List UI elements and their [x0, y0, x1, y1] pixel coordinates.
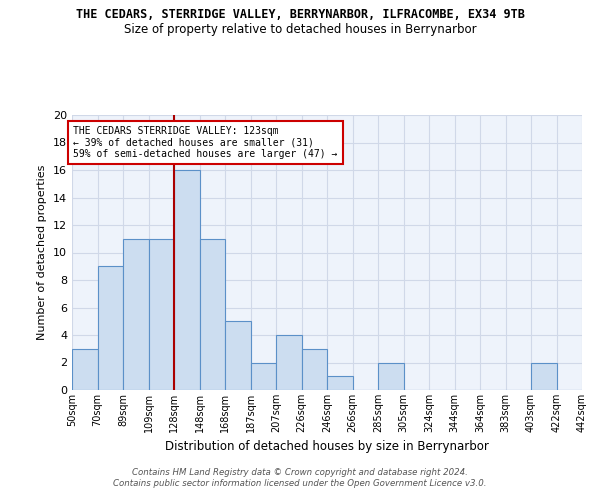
- Y-axis label: Number of detached properties: Number of detached properties: [37, 165, 47, 340]
- Bar: [251, 362, 276, 390]
- Bar: [276, 335, 302, 390]
- Text: Size of property relative to detached houses in Berrynarbor: Size of property relative to detached ho…: [124, 22, 476, 36]
- Bar: [97, 266, 123, 390]
- Bar: [123, 239, 149, 390]
- Bar: [199, 239, 225, 390]
- Text: Contains HM Land Registry data © Crown copyright and database right 2024.
Contai: Contains HM Land Registry data © Crown c…: [113, 468, 487, 487]
- Bar: [225, 322, 251, 390]
- Text: THE CEDARS, STERRIDGE VALLEY, BERRYNARBOR, ILFRACOMBE, EX34 9TB: THE CEDARS, STERRIDGE VALLEY, BERRYNARBO…: [76, 8, 524, 20]
- Bar: [149, 239, 174, 390]
- X-axis label: Distribution of detached houses by size in Berrynarbor: Distribution of detached houses by size …: [165, 440, 489, 454]
- Bar: [378, 362, 404, 390]
- Text: THE CEDARS STERRIDGE VALLEY: 123sqm
← 39% of detached houses are smaller (31)
59: THE CEDARS STERRIDGE VALLEY: 123sqm ← 39…: [73, 126, 338, 159]
- Bar: [327, 376, 353, 390]
- Bar: [531, 362, 557, 390]
- Bar: [72, 349, 97, 390]
- Bar: [302, 349, 327, 390]
- Bar: [174, 170, 199, 390]
